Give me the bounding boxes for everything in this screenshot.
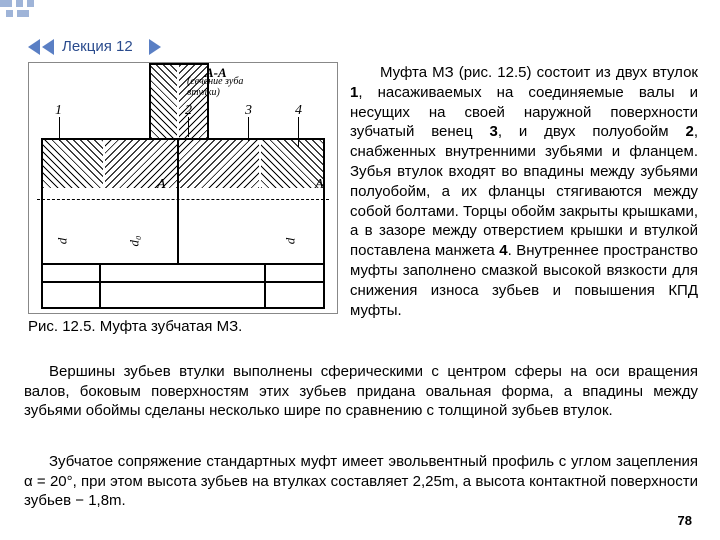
corner-decoration [0, 0, 60, 18]
prev-icon[interactable] [42, 39, 54, 55]
dim-d-left: d [54, 238, 70, 245]
lecture-nav: Лекция 12 [28, 38, 161, 55]
p3-text: Зубчатое сопряжение стандартных муфт име… [24, 453, 698, 509]
dim-d0: d₀ [127, 235, 143, 246]
figure-caption: Рис. 12.5. Муфта зубчатая МЗ. [28, 318, 336, 335]
p1-b4: 4 [499, 242, 507, 259]
p1-c: , и двух полуобойм [498, 123, 686, 140]
next-icon[interactable] [149, 39, 161, 55]
paragraph-3: Зубчатое сопряжение стандартных муфт име… [24, 452, 698, 511]
p1-b2: 2 [685, 123, 693, 140]
p2-text: Вершины зубьев втулки выполнены сферичес… [24, 363, 698, 419]
paragraph-1: Муфта МЗ (рис. 12.5) состоит из двух вту… [350, 63, 698, 320]
figure-drawing: А-А (сечение зуба втулки) 1 2 3 4 [28, 62, 338, 314]
p1-d: , снабженных внутренними зубьями и фланц… [350, 123, 698, 259]
prev-skip-icon[interactable] [28, 39, 40, 55]
page-number: 78 [678, 513, 692, 528]
a-right: А [315, 177, 324, 193]
p1-a: Муфта МЗ (рис. 12.5) состоит из двух вту… [380, 64, 698, 81]
p1-b3: 3 [489, 123, 497, 140]
paragraph-2: Вершины зубьев втулки выполнены сферичес… [24, 362, 698, 421]
a-left: А [157, 177, 166, 193]
lecture-title: Лекция 12 [62, 38, 133, 55]
figure-block: А-А (сечение зуба втулки) 1 2 3 4 [28, 62, 336, 335]
dim-d-right: d [282, 238, 298, 245]
